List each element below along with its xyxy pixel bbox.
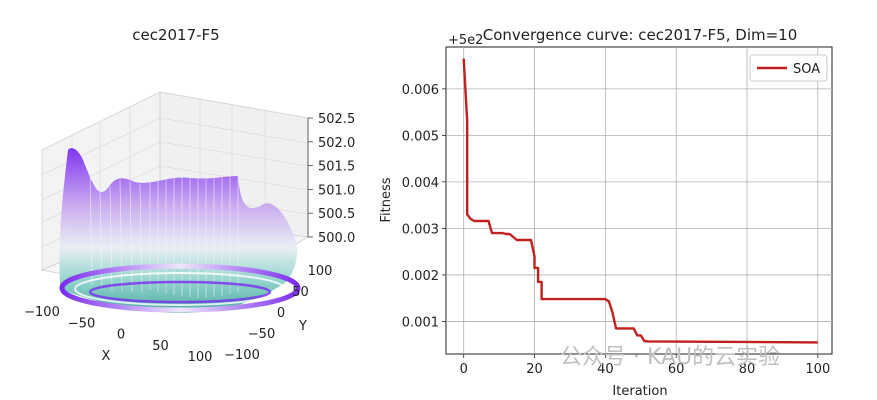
y-tick-label: 100 (308, 264, 333, 279)
x-tick-label: 50 (152, 339, 169, 354)
series-layer (462, 58, 818, 344)
watermark: 公众号 · KAU的云实验 (560, 345, 780, 370)
x-tick-label-right: 100 (805, 362, 830, 377)
x-axis-label-right: Iteration (612, 384, 667, 399)
surface-title: cec2017-F5 (132, 26, 219, 44)
x-axis: −100 −50 0 50 100 X (24, 305, 213, 365)
surface-plot: cec2017-F5 (24, 26, 355, 365)
z-tick-label: 502.5 (318, 112, 355, 127)
legend-label: SOA (793, 62, 820, 77)
x-tick-label-right: 60 (668, 362, 685, 377)
z-tick-label: 500.0 (318, 231, 355, 246)
y-tick-label-right: 0.006 (402, 83, 439, 98)
legend: SOA (749, 54, 828, 82)
z-tick-label: 501.0 (318, 183, 355, 198)
x-tick-label: 100 (188, 350, 213, 365)
y-tick-label-right: 0.005 (402, 129, 439, 144)
y-tick-label: −100 (224, 348, 260, 363)
x-axis-label: X (102, 349, 111, 364)
grid (446, 47, 832, 354)
convergence-title: Convergence curve: cec2017-F5, Dim=10 (483, 26, 798, 44)
y-tick-label-right: 0.001 (402, 315, 439, 330)
z-tick-label: 502.0 (318, 136, 355, 151)
x-tick-label-right: 0 (460, 362, 468, 377)
convergence-plot: Convergence curve: cec2017-F5, Dim=10 +5… (379, 26, 833, 399)
x-tick-label-right: 20 (526, 362, 543, 377)
y-axis-label-right: Fitness (379, 177, 394, 222)
y-tick-label: −50 (248, 327, 275, 342)
z-axis: 500.0 500.5 501.0 501.5 502.0 502.5 (307, 112, 355, 246)
plot-area (445, 46, 833, 355)
y-tick-label-right: 0.004 (402, 176, 439, 191)
x-tick-label-right: 40 (597, 362, 614, 377)
y-tick-label-right: 0.003 (402, 222, 439, 237)
y-tick-label: 0 (277, 306, 285, 321)
y-tick-label: 50 (292, 285, 309, 300)
y-offset-text: +5e2 (448, 33, 483, 48)
legend-box (749, 54, 828, 82)
x-tick-label: 0 (117, 328, 125, 343)
y-tick-label-right: 0.002 (402, 269, 439, 284)
x-tick-label: −100 (24, 305, 60, 320)
y-axis-label: Y (298, 319, 307, 334)
x-tick-label-right: 80 (739, 362, 756, 377)
surface-mesh (59, 148, 301, 313)
y-axis: −100 −500 50 100 Y (224, 264, 332, 363)
y-tick-labels: 0.001 0.002 0.003 0.004 0.005 0.006 (402, 83, 446, 330)
z-tick-label: 500.5 (318, 207, 355, 222)
z-tick-label: 501.5 (318, 160, 355, 175)
series-line-soa (462, 58, 818, 344)
x-tick-label: −50 (68, 316, 95, 331)
x-tick-labels: 0 20 40 60 80 100 (460, 354, 830, 377)
surface-rim (59, 263, 301, 313)
